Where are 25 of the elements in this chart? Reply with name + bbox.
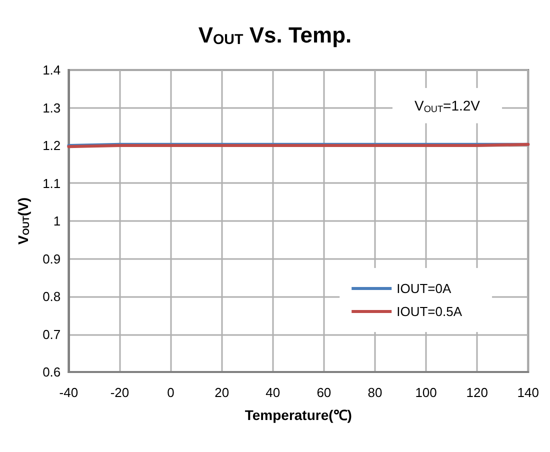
x-tick-label: 140 [517, 385, 540, 400]
y-tick-label: 1.4 [42, 62, 61, 78]
legend-label: IOUT=0.5A [396, 304, 462, 319]
y-tick-label: 0.8 [42, 289, 61, 304]
x-tick-label: 60 [316, 385, 332, 400]
y-tick-label: 0.6 [42, 364, 61, 380]
x-tick-label: 0 [167, 385, 174, 400]
annotation: VOUT=1.2V [414, 98, 481, 114]
y-axis-title: VOUT(V) [15, 197, 32, 245]
x-tick-label: 120 [466, 385, 488, 400]
chart-title: VOUT Vs. Temp. [198, 22, 352, 48]
y-tick-label: 1.1 [42, 176, 61, 191]
x-tick-label: 80 [368, 385, 382, 400]
y-tick-label: 1 [53, 214, 61, 228]
x-tick-label: 20 [214, 385, 230, 400]
y-tick-label: 0.9 [42, 251, 61, 266]
legend-label: IOUT=0A [396, 281, 452, 296]
x-axis-title: Temperature(℃) [244, 407, 352, 423]
y-tick-label: 1.2 [42, 138, 61, 153]
x-tick-label: -20 [110, 385, 130, 400]
y-tick-label: 1.3 [42, 100, 61, 116]
x-tick-label: -40 [59, 385, 78, 400]
x-tick-label: 40 [266, 385, 280, 400]
y-tick-label: 0.7 [42, 326, 61, 342]
x-tick-label: 100 [415, 385, 437, 400]
